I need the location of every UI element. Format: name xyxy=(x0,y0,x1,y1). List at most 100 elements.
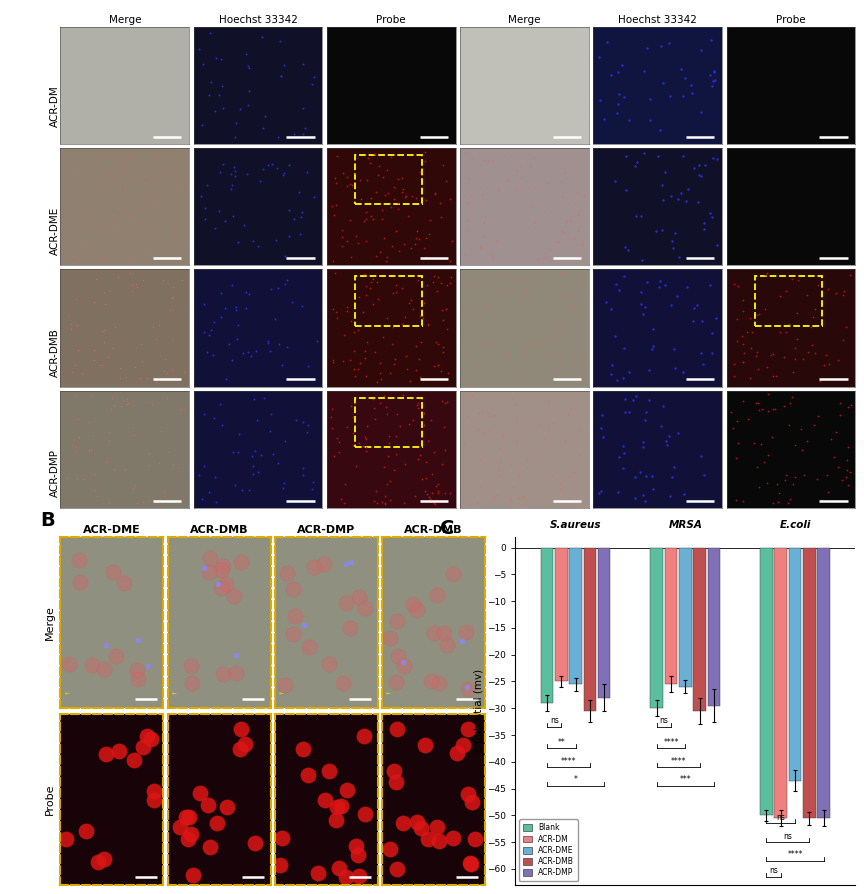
Text: ****: **** xyxy=(561,756,576,765)
Y-axis label: ACR-DME: ACR-DME xyxy=(50,207,60,255)
Text: C: C xyxy=(441,519,454,538)
Point xyxy=(818,128,832,142)
Point xyxy=(619,203,632,217)
Point xyxy=(785,137,799,151)
Title: Merge: Merge xyxy=(508,14,541,25)
Point xyxy=(816,1,829,15)
Text: ns: ns xyxy=(659,716,669,725)
Point xyxy=(810,221,823,235)
Point xyxy=(373,7,387,21)
Point xyxy=(515,361,529,375)
Title: ACR-DMB: ACR-DMB xyxy=(404,525,462,535)
Point xyxy=(605,93,619,107)
Bar xyxy=(651,547,663,708)
Point xyxy=(863,198,864,212)
Point xyxy=(453,336,467,350)
Text: ***: *** xyxy=(679,775,691,784)
Point xyxy=(219,185,232,199)
Point xyxy=(694,46,708,61)
Point xyxy=(264,181,278,195)
Point xyxy=(860,86,864,100)
Point xyxy=(538,397,552,411)
Bar xyxy=(569,547,581,684)
Point xyxy=(717,294,731,308)
Point xyxy=(798,277,812,291)
Y-axis label: ACR-DMP: ACR-DMP xyxy=(50,449,60,497)
Text: ****: **** xyxy=(787,850,803,859)
Point xyxy=(657,241,670,256)
Point xyxy=(596,449,610,463)
Point xyxy=(658,226,671,240)
Point xyxy=(849,370,863,384)
Point xyxy=(757,282,771,296)
Point xyxy=(708,87,721,101)
Point xyxy=(683,105,697,120)
Point xyxy=(669,0,683,14)
Point xyxy=(719,314,733,328)
Point xyxy=(429,281,443,295)
Bar xyxy=(555,547,568,681)
Point xyxy=(833,116,847,131)
Point xyxy=(592,79,606,93)
Point xyxy=(300,2,314,16)
Point xyxy=(448,159,462,173)
Bar xyxy=(760,547,772,815)
Point xyxy=(328,361,342,375)
Point xyxy=(388,37,402,51)
Point xyxy=(432,132,446,147)
Point xyxy=(852,114,864,128)
Point xyxy=(701,21,715,35)
Point xyxy=(832,301,846,316)
Point xyxy=(730,66,744,80)
Bar xyxy=(708,547,720,705)
Point xyxy=(832,20,846,34)
Point xyxy=(820,128,834,142)
Y-axis label: ACR-DM: ACR-DM xyxy=(50,86,60,127)
Point xyxy=(506,460,520,475)
Point xyxy=(700,17,714,31)
Title: ACR-DMB: ACR-DMB xyxy=(190,525,248,535)
Point xyxy=(830,291,844,306)
Title: ACR-DME: ACR-DME xyxy=(83,525,141,535)
Point xyxy=(532,86,546,100)
Point xyxy=(302,144,315,158)
Point xyxy=(341,65,355,80)
Point xyxy=(556,401,570,415)
Point xyxy=(844,282,858,296)
Text: ←: ← xyxy=(279,690,283,695)
Bar xyxy=(541,547,553,703)
Bar xyxy=(679,547,691,687)
Text: B: B xyxy=(40,511,54,530)
Point xyxy=(336,305,350,319)
Point xyxy=(439,97,453,112)
Point xyxy=(835,402,849,417)
Point xyxy=(498,261,511,275)
Bar xyxy=(664,547,677,684)
Point xyxy=(799,97,813,111)
Point xyxy=(773,42,787,56)
Title: Hoechst 33342: Hoechst 33342 xyxy=(219,14,297,25)
Point xyxy=(280,0,294,4)
Point xyxy=(708,679,722,693)
Point xyxy=(620,232,634,246)
Text: S.aureus: S.aureus xyxy=(550,519,601,530)
Point xyxy=(388,231,402,245)
Point xyxy=(700,305,714,319)
Point xyxy=(811,0,825,12)
Point xyxy=(372,613,385,628)
Point xyxy=(429,327,443,342)
Point xyxy=(327,267,341,282)
Point xyxy=(861,93,864,107)
Point xyxy=(787,277,801,291)
Point xyxy=(600,79,614,93)
Text: E.coli: E.coli xyxy=(779,519,810,530)
Point xyxy=(791,63,804,78)
Point xyxy=(532,30,546,45)
Point xyxy=(853,229,864,243)
Point xyxy=(644,230,658,244)
Title: Probe: Probe xyxy=(377,14,406,25)
Text: ←: ← xyxy=(65,690,69,695)
Point xyxy=(561,21,575,35)
Point xyxy=(499,127,512,141)
Point xyxy=(817,394,831,409)
